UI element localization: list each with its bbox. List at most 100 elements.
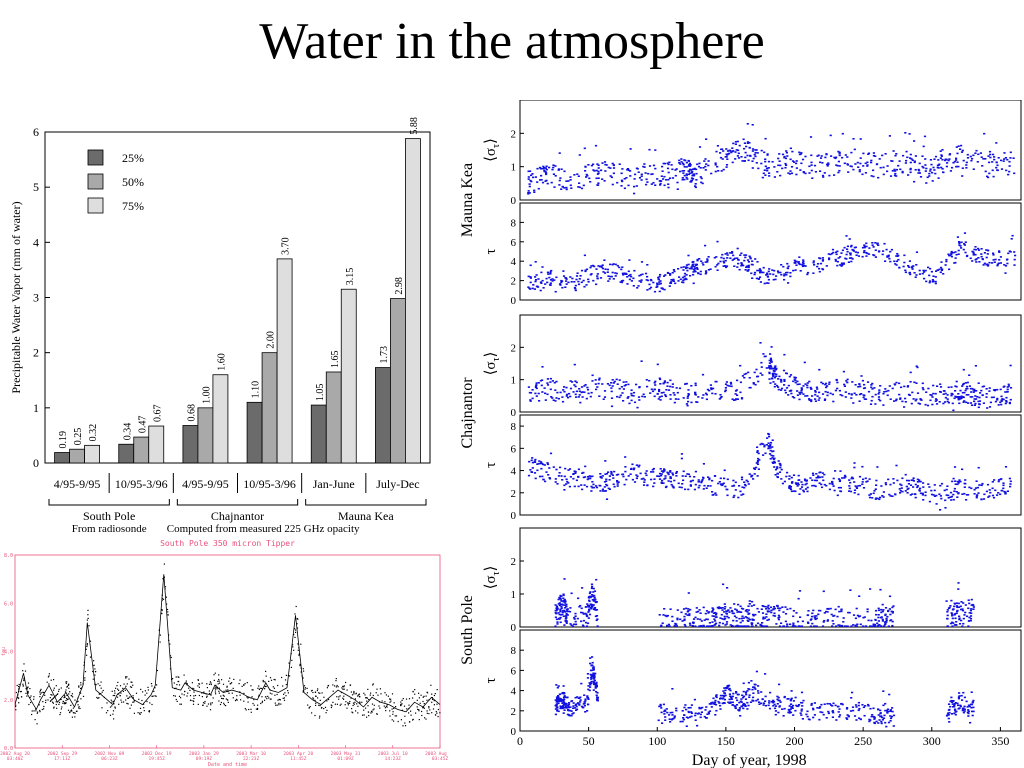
data-point [962, 617, 965, 620]
tau-point [232, 687, 234, 689]
tau-point [339, 704, 341, 706]
data-point [529, 400, 532, 402]
data-point [1004, 492, 1007, 494]
data-point [773, 461, 776, 464]
data-point [597, 177, 600, 179]
data-point [850, 165, 853, 168]
data-point [966, 153, 969, 156]
data-point [928, 486, 931, 488]
tau-point [404, 715, 406, 717]
tau-point [151, 703, 153, 706]
data-point [777, 271, 780, 274]
tau-point [366, 697, 368, 699]
tau-point [384, 707, 386, 709]
data-point [971, 387, 974, 390]
data-point [718, 606, 721, 608]
data-point [988, 172, 991, 175]
data-point [616, 395, 619, 398]
data-point [686, 266, 689, 269]
data-point [620, 179, 623, 182]
data-point [959, 608, 963, 611]
data-point [631, 463, 634, 466]
data-point [946, 609, 949, 611]
data-point [912, 486, 915, 488]
data-point [837, 486, 840, 489]
tau-point [162, 598, 165, 600]
data-point [676, 181, 679, 184]
data-point [694, 270, 697, 273]
data-point [901, 490, 904, 493]
data-point [876, 242, 879, 245]
data-point [953, 397, 956, 400]
data-point [789, 711, 793, 714]
data-point [801, 158, 805, 161]
tau-point [126, 702, 128, 704]
data-point [887, 625, 890, 627]
data-point [702, 488, 705, 490]
data-point [963, 391, 966, 394]
tau-point [264, 685, 266, 688]
data-point [681, 177, 684, 179]
tau-point [197, 703, 199, 705]
data-point [648, 379, 651, 382]
tau-point [70, 704, 72, 706]
data-point [768, 366, 771, 369]
data-point [731, 701, 734, 704]
tau-point [284, 692, 286, 694]
tau-point [317, 697, 319, 699]
data-point [598, 379, 601, 381]
tau-point [40, 692, 42, 694]
data-point [615, 272, 618, 275]
data-point [692, 268, 695, 271]
data-point [597, 170, 600, 173]
tau-point [89, 656, 92, 658]
data-point [764, 355, 767, 358]
x-axis-label: Date and time [208, 762, 247, 768]
tau-point [246, 696, 248, 698]
data-point [663, 380, 666, 382]
data-point [723, 608, 726, 610]
data-point [878, 719, 881, 721]
data-point [918, 162, 921, 165]
tau-point [258, 685, 260, 687]
data-point [877, 624, 880, 627]
data-point [558, 179, 561, 182]
data-point [751, 260, 754, 262]
data-point [756, 461, 759, 463]
data-point [592, 486, 596, 489]
data-point [699, 612, 702, 614]
tau-point [159, 634, 161, 636]
data-point [786, 471, 789, 474]
data-point [740, 625, 743, 627]
data-point [855, 394, 858, 396]
data-point [769, 606, 772, 609]
tau-point [335, 686, 337, 688]
data-point [764, 160, 767, 163]
data-point [716, 240, 719, 243]
data-point [530, 471, 533, 473]
data-point [878, 389, 881, 391]
data-point [971, 701, 974, 704]
tau-point [315, 695, 317, 697]
data-point [985, 256, 988, 259]
tau-point [227, 699, 229, 701]
data-point [591, 475, 594, 478]
data-point [833, 174, 836, 176]
data-point [537, 462, 540, 465]
tau-point [389, 698, 391, 700]
tau-point [94, 674, 96, 676]
data-point [855, 487, 859, 489]
data-point [548, 477, 551, 479]
data-point [891, 170, 894, 172]
data-point [584, 465, 587, 468]
tau-point [161, 599, 163, 601]
panel-y-label: ⟨στ⟩ [483, 138, 502, 162]
data-point [555, 397, 558, 399]
tau-point [308, 707, 310, 709]
data-point [639, 472, 642, 475]
data-point [847, 261, 850, 263]
tau-point [48, 673, 50, 675]
data-point [553, 381, 556, 384]
data-point [610, 405, 614, 408]
data-point [939, 150, 942, 152]
